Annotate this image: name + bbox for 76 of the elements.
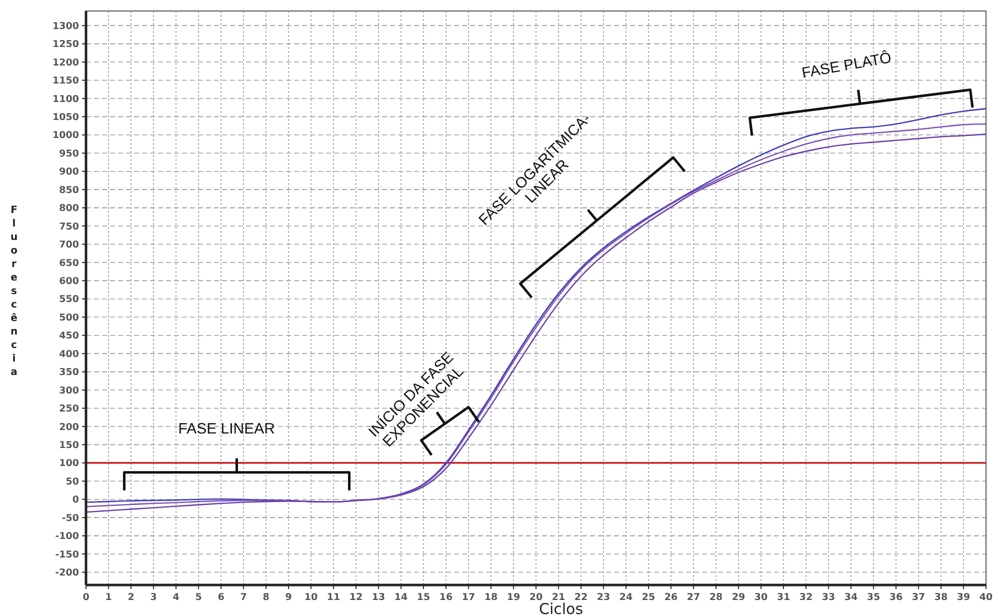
x-tick-label: 5 [195, 592, 202, 603]
x-tick-label: 19 [506, 592, 520, 603]
x-tick-label: 31 [776, 592, 790, 603]
y-tick-label: 600 [59, 276, 80, 288]
x-tick-label: 39 [956, 592, 970, 603]
x-tick-label: 8 [262, 592, 270, 603]
x-tick-label: 13 [372, 592, 386, 603]
x-tick-label: 33 [822, 592, 836, 603]
x-tick-label: 11 [326, 592, 340, 603]
x-tick-label: 0 [82, 592, 90, 603]
x-tick-label: 24 [619, 592, 633, 603]
y-tick-label: 650 [59, 258, 80, 269]
y-tick-label: 800 [59, 203, 80, 214]
annotation: FASE LINEAR [178, 420, 276, 438]
x-tick-label: 12 [349, 592, 363, 603]
y-tick-label: 1100 [52, 94, 80, 105]
x-tick-label: 10 [304, 592, 318, 603]
y-tick-label: 1300 [52, 20, 80, 32]
x-tick-label: 25 [642, 592, 656, 603]
x-tick-label: 40 [979, 592, 993, 603]
x-tick-label: 26 [664, 592, 678, 603]
x-tick-label: 27 [686, 592, 700, 603]
x-tick-label: 22 [574, 592, 588, 603]
x-tick-label: 29 [732, 592, 746, 603]
x-tick-label: 37 [912, 592, 926, 603]
y-tick-label: 850 [59, 184, 80, 196]
y-tick-label: 250 [59, 404, 80, 415]
y-tick-label: 1200 [52, 57, 80, 68]
x-axis-title: Ciclos [538, 600, 584, 616]
x-tick-label: 15 [416, 592, 430, 603]
x-tick-label: 14 [394, 592, 408, 603]
x-tick-label: 32 [799, 592, 813, 603]
y-tick-label: 50 [66, 476, 80, 488]
y-tick-label: 100 [59, 458, 80, 470]
y-tick-label: 200 [59, 422, 80, 433]
x-tick-label: 28 [709, 592, 723, 603]
y-tick-label: 400 [59, 348, 80, 360]
x-tick-label: 38 [934, 592, 948, 603]
y-tick-label: 300 [59, 385, 80, 396]
annotation: FASE PLATÔ [800, 48, 893, 82]
y-tick-label: -50 [62, 512, 80, 524]
y-tick-label: 0 [72, 494, 80, 506]
y-tick-label: 500 [59, 312, 80, 324]
y-tick-label: 900 [59, 166, 80, 178]
x-tick-label: 36 [889, 592, 903, 603]
y-tick-label: 700 [59, 240, 80, 251]
x-tick-label: 6 [218, 592, 225, 603]
y-tick-label: 950 [59, 148, 80, 160]
x-tick-label: 20 [529, 592, 543, 603]
text: Fluorescência [10, 205, 18, 378]
y-tick-label: 350 [59, 367, 80, 378]
x-tick-label: 3 [150, 592, 157, 603]
y-tick-label: -100 [55, 531, 80, 542]
x-tick-label: 4 [172, 592, 180, 603]
y-tick-label: 450 [59, 330, 80, 342]
y-tick-label: 1150 [52, 76, 80, 87]
y-tick-label: 550 [59, 294, 80, 306]
x-tick-label: 2 [128, 592, 134, 603]
x-tick-label: 34 [844, 592, 858, 603]
x-tick-label: 16 [439, 592, 453, 603]
x-tick-label: 23 [596, 592, 610, 603]
y-tick-label: -200 [55, 568, 80, 579]
y-tick-label: 150 [59, 440, 80, 452]
x-tick-label: 21 [552, 592, 566, 603]
x-tick-label: 1 [105, 592, 112, 603]
y-tick-label: 1000 [52, 130, 80, 142]
x-tick-label: 9 [285, 592, 292, 603]
x-tick-label: 35 [866, 592, 880, 603]
x-tick-label: 17 [462, 592, 476, 603]
y-tick-label: -150 [55, 549, 80, 560]
y-tick-label: 750 [59, 221, 80, 232]
x-tick-label: 7 [240, 592, 247, 603]
x-tick-label: 18 [484, 592, 498, 603]
y-tick-label: 1250 [52, 39, 80, 50]
x-tick-label: 30 [754, 592, 768, 603]
y-tick-label: 1050 [52, 112, 80, 124]
